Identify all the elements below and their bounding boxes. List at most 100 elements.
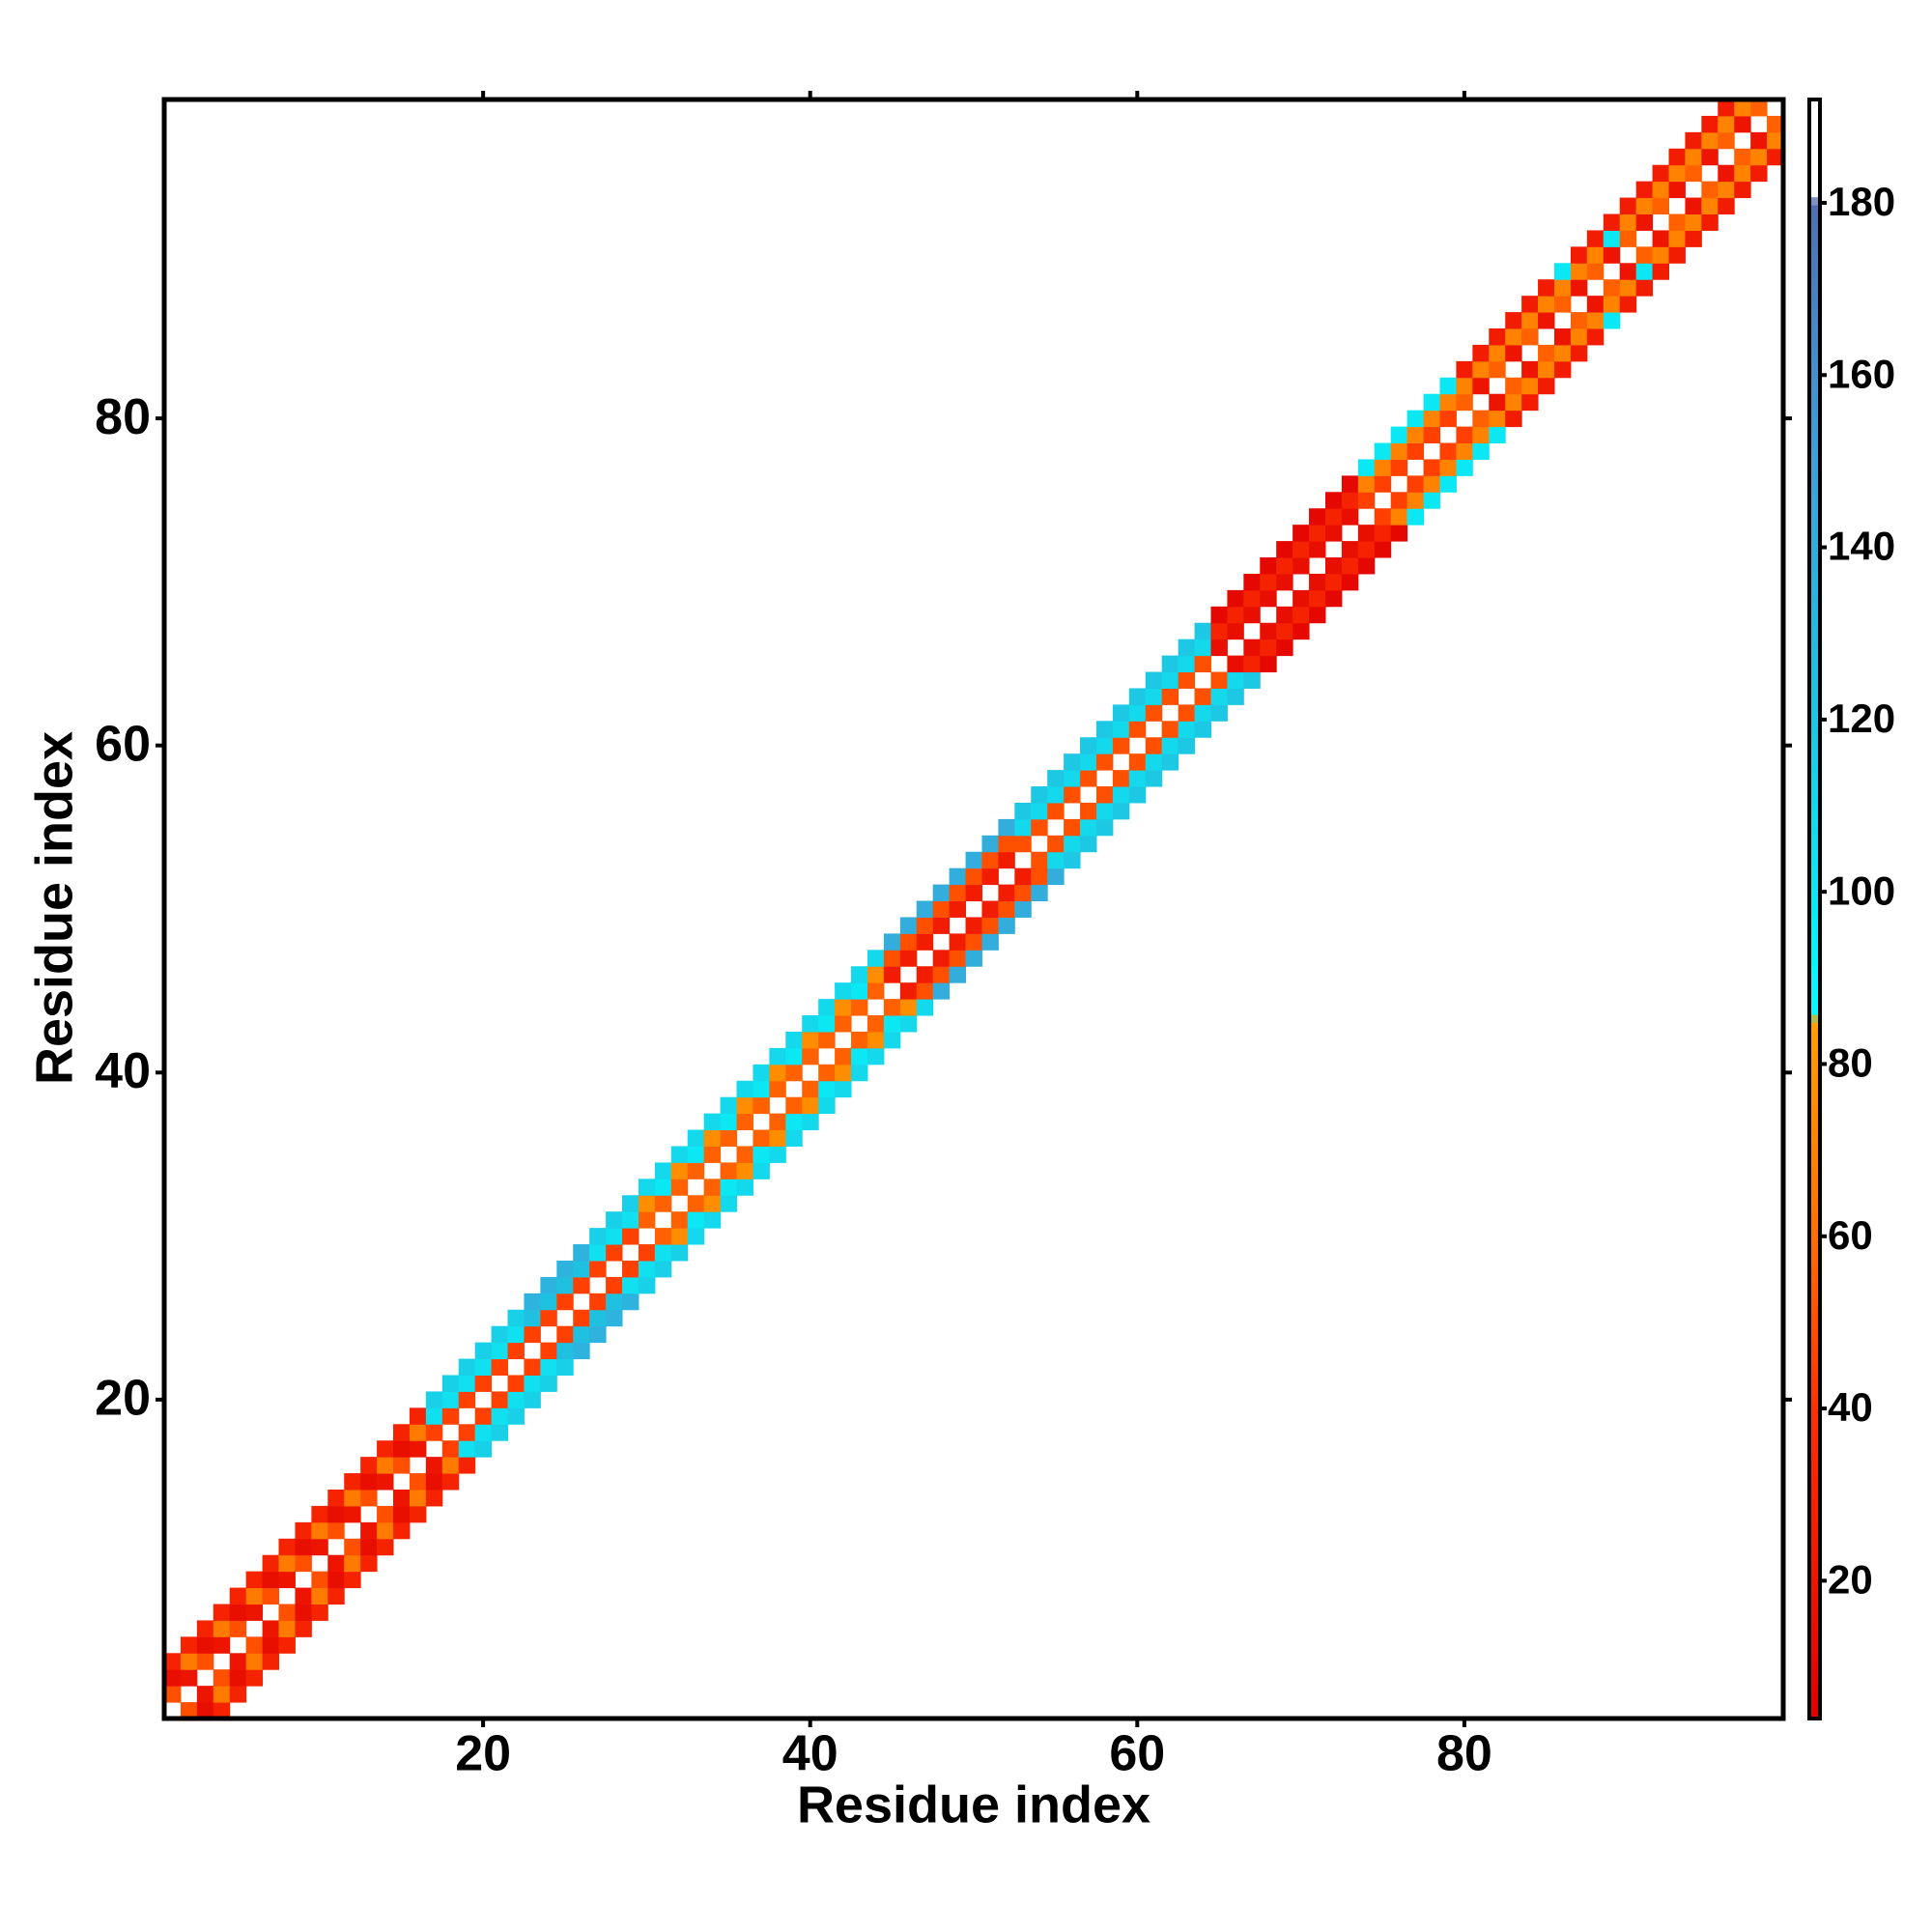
heatmap-cell — [1603, 312, 1621, 329]
heatmap-cell — [556, 1260, 574, 1278]
heatmap-cell — [1260, 639, 1277, 657]
heatmap-cell — [654, 1195, 672, 1212]
colorbar-segment — [1809, 1159, 1820, 1169]
heatmap-cell — [753, 1080, 770, 1098]
colorbar-segment — [1809, 107, 1820, 117]
heatmap-cell — [393, 1424, 411, 1441]
heatmap-cell — [899, 950, 918, 967]
heatmap-cell — [1603, 246, 1621, 264]
colorbar-segment — [1809, 244, 1820, 254]
colorbar-segment — [1809, 804, 1820, 813]
heatmap-cell — [245, 1604, 264, 1621]
heatmap-cell — [1210, 688, 1228, 705]
heatmap-cell — [1112, 704, 1130, 722]
heatmap-cell — [1194, 655, 1211, 673]
heatmap-cell — [1390, 508, 1408, 526]
colorbar-segment — [1809, 309, 1820, 319]
heatmap-cell — [1227, 622, 1244, 640]
colorbar-segment — [1809, 1548, 1820, 1557]
heatmap-cell — [458, 1424, 476, 1441]
y-axis-title: Residue index — [25, 731, 83, 1085]
heatmap-cell — [687, 1195, 705, 1212]
heatmap-cell — [1718, 99, 1735, 117]
colorbar-segment — [1809, 536, 1820, 546]
heatmap-cell — [278, 1636, 296, 1654]
colorbar-segment — [1809, 285, 1820, 295]
heatmap-cell — [1194, 704, 1211, 722]
heatmap-cell — [1521, 312, 1539, 329]
colorbar-segment — [1809, 1573, 1820, 1582]
colorbar-segment — [1809, 213, 1820, 222]
heatmap-cell — [981, 917, 999, 934]
heatmap-cell — [213, 1702, 231, 1719]
heatmap-cell — [1718, 115, 1735, 133]
heatmap-cell — [1685, 164, 1702, 183]
colorbar-segment — [1809, 998, 1820, 1008]
heatmap-cell — [1064, 770, 1081, 787]
colorbar-segment — [1809, 1645, 1820, 1655]
heatmap-cell — [1178, 639, 1196, 657]
heatmap-cell — [1309, 606, 1326, 624]
heatmap-cell — [1227, 671, 1244, 689]
heatmap-cell — [1227, 606, 1244, 624]
heatmap-cell — [441, 1375, 460, 1392]
heatmap-cell — [1293, 606, 1310, 624]
heatmap-cell — [327, 1587, 345, 1605]
heatmap-cell — [360, 1521, 378, 1540]
colorbar-segment — [1809, 1135, 1820, 1145]
colorbar-segment — [1809, 1427, 1820, 1436]
heatmap-cell — [883, 966, 901, 983]
heatmap-cell — [1293, 589, 1310, 608]
heatmap-cell — [491, 1358, 509, 1376]
heatmap-cell — [1586, 263, 1605, 280]
colorbar-segment — [1809, 1613, 1820, 1623]
heatmap-cell — [981, 835, 999, 853]
heatmap-cell — [687, 1211, 705, 1229]
heatmap-cell — [883, 999, 901, 1016]
heatmap-cell — [507, 1342, 525, 1360]
heatmap-cell — [932, 917, 951, 934]
heatmap-cell — [1750, 99, 1768, 117]
heatmap-cell — [1260, 622, 1277, 640]
heatmap-cell — [360, 1538, 378, 1556]
heatmap-cell — [670, 1146, 689, 1163]
heatmap-cell — [1456, 360, 1473, 379]
colorbar-segment — [1809, 941, 1820, 951]
heatmap-cell — [1276, 622, 1293, 640]
heatmap-cell — [1324, 525, 1343, 542]
heatmap-cell — [883, 1015, 901, 1033]
colorbar-segment — [1809, 99, 1820, 108]
colorbar-segment — [1809, 771, 1820, 781]
colorbar-segment — [1809, 471, 1820, 481]
colorbar-segment — [1809, 787, 1820, 797]
heatmap-cell — [1586, 312, 1605, 329]
heatmap-cell — [949, 900, 967, 918]
heatmap-cell — [753, 1129, 770, 1147]
heatmap-cell — [1635, 263, 1654, 280]
colorbar-segment — [1809, 1556, 1820, 1566]
colorbar-segment — [1809, 593, 1820, 603]
heatmap-cell — [883, 1031, 901, 1049]
heatmap-cell — [670, 1211, 689, 1229]
heatmap-cell — [981, 900, 999, 918]
heatmap-cell — [1194, 688, 1211, 705]
colorbar-segment — [1809, 1216, 1820, 1226]
colorbar-segment — [1809, 1669, 1820, 1679]
heatmap-cell — [1128, 786, 1147, 804]
heatmap-cell — [1047, 786, 1065, 804]
heatmap-cell — [1047, 802, 1065, 820]
heatmap-cell — [491, 1325, 509, 1344]
heatmap-cell — [1538, 344, 1555, 362]
colorbar-segment — [1809, 795, 1820, 805]
heatmap-cell — [769, 1080, 786, 1098]
colorbar-segment — [1809, 496, 1820, 505]
colorbar-segment — [1809, 1264, 1820, 1274]
heatmap-cell — [654, 1244, 672, 1262]
colorbar-segment — [1809, 1532, 1820, 1542]
colorbar-segment — [1809, 1499, 1820, 1509]
heatmap-cell — [507, 1407, 525, 1425]
heatmap-cell — [1505, 312, 1522, 329]
colorbar-segment — [1809, 1176, 1820, 1185]
heatmap-cell — [1161, 753, 1179, 771]
colorbar-segment — [1809, 1063, 1820, 1072]
